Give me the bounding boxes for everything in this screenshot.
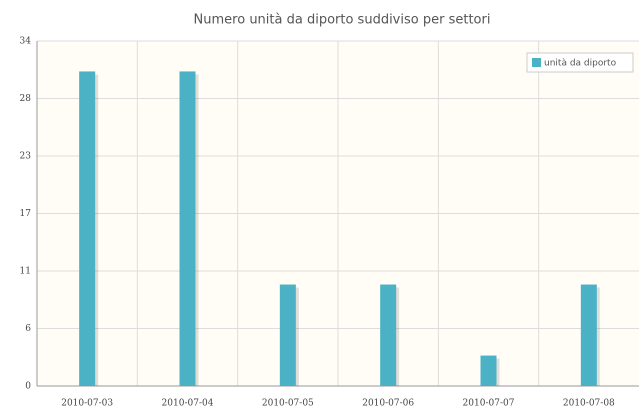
y-tick-label: 23: [20, 151, 32, 161]
x-tick-label: 2010-07-03: [61, 399, 113, 408]
x-tick-label: 2010-07-07: [463, 399, 515, 408]
bar: [580, 284, 597, 386]
bar: [79, 71, 96, 387]
bar: [179, 71, 196, 387]
legend-label: unità da diporto: [544, 59, 617, 69]
bar: [380, 284, 397, 386]
y-tick-label: 17: [20, 209, 32, 219]
x-tick-label: 2010-07-08: [563, 399, 615, 408]
bar: [279, 284, 296, 386]
bar: [480, 355, 497, 386]
chart-title: Numero unità da diporto suddiviso per se…: [194, 13, 491, 28]
y-tick-label: 11: [20, 267, 31, 277]
y-tick-label: 34: [20, 37, 32, 47]
y-tick-label: 0: [25, 382, 31, 392]
legend-box: [526, 52, 634, 73]
x-tick-label: 2010-07-05: [262, 399, 314, 408]
y-tick-label: 6: [25, 324, 31, 334]
x-tick-label: 2010-07-04: [162, 399, 214, 408]
legend-swatch: [532, 58, 541, 67]
y-tick-label: 28: [20, 94, 32, 104]
x-tick-label: 2010-07-06: [362, 399, 414, 408]
